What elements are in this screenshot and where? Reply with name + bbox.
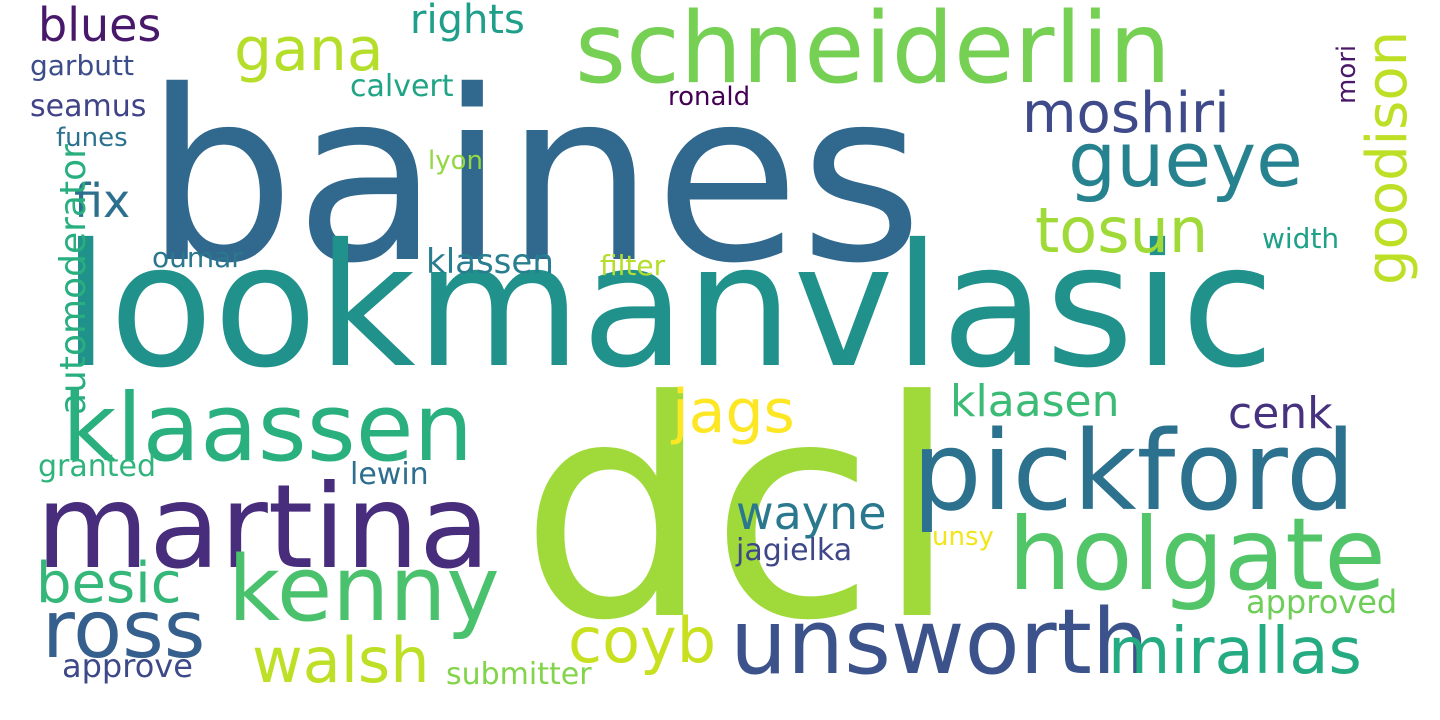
word-lewin: lewin bbox=[350, 457, 429, 492]
word-ronald: ronald bbox=[668, 82, 751, 112]
word-automoderator: automoderator bbox=[53, 144, 94, 415]
word-dcl: dcl bbox=[520, 337, 959, 686]
word-goodison: goodison bbox=[1355, 30, 1420, 285]
word-mirallas: mirallas bbox=[1108, 615, 1362, 689]
word-cenk: cenk bbox=[1228, 388, 1333, 439]
word-approved: approved bbox=[1246, 583, 1398, 621]
word-filter: filter bbox=[600, 249, 666, 282]
word-holgate: holgate bbox=[1008, 496, 1386, 613]
word-calvert: calvert bbox=[350, 69, 454, 104]
word-unsy: unsy bbox=[932, 522, 994, 552]
word-seamus: seamus bbox=[30, 89, 147, 124]
word-klaasen: klaasen bbox=[950, 376, 1120, 427]
word-klaassen: klaassen bbox=[62, 374, 474, 483]
word-walsh: walsh bbox=[252, 624, 430, 697]
word-gueye: gueye bbox=[1068, 115, 1303, 204]
word-jagielka: jagielka bbox=[736, 533, 853, 568]
word-wayne: wayne bbox=[736, 486, 887, 540]
word-tosun: tosun bbox=[1035, 194, 1209, 267]
word-submitter: submitter bbox=[446, 657, 592, 692]
word-blues: blues bbox=[38, 0, 162, 52]
word-width: width bbox=[1262, 222, 1340, 255]
word-funes: funes bbox=[56, 123, 128, 153]
word-granted: granted bbox=[38, 449, 157, 484]
word-moshiri: moshiri bbox=[1022, 81, 1230, 146]
word-jags: jags bbox=[672, 377, 795, 447]
word-lyon: lyon bbox=[428, 146, 483, 176]
word-lookmanvlasic: lookmanvlasic bbox=[62, 208, 1275, 406]
word-unsworth: unsworth bbox=[730, 590, 1149, 695]
word-garbutt: garbutt bbox=[30, 49, 134, 82]
word-baines: baines bbox=[145, 40, 923, 315]
word-kenny: kenny bbox=[228, 537, 500, 642]
word-fix: fix bbox=[74, 174, 131, 228]
word-coyb: coyb bbox=[568, 604, 717, 677]
word-approve: approve bbox=[62, 647, 193, 685]
word-gana: gana bbox=[234, 15, 384, 85]
word-klassen: klassen bbox=[426, 242, 554, 282]
word-schneiderlin: schneiderlin bbox=[575, 0, 1172, 106]
word-rights: rights bbox=[410, 0, 525, 43]
word-ross: ross bbox=[42, 583, 206, 676]
word-mori: mori bbox=[1332, 44, 1362, 104]
word-oumar: oumar bbox=[152, 241, 243, 274]
word-martina: martina bbox=[36, 460, 491, 595]
word-besic: besic bbox=[36, 551, 182, 616]
word-pickford: pickford bbox=[912, 407, 1356, 535]
